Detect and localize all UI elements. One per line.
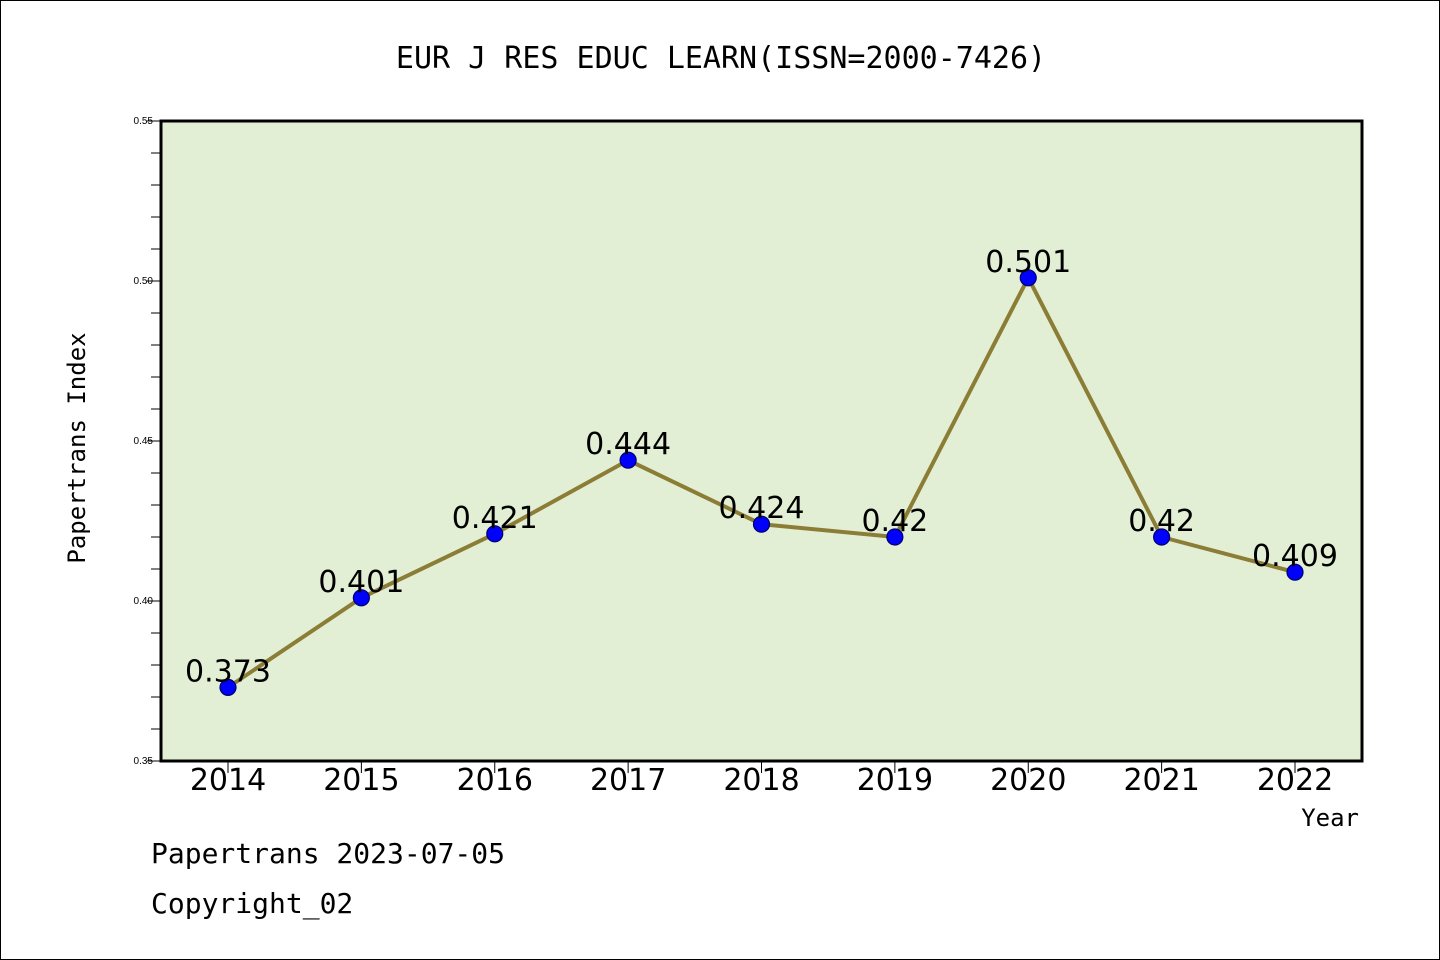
data-points <box>219 269 1304 697</box>
plot-frame <box>159 119 1364 763</box>
y-axis: 0.35 0.40 0.45 0.50 0.55 <box>134 116 161 767</box>
y-tick-label: 0.50 <box>134 276 154 287</box>
data-label: 0.42 <box>861 504 928 539</box>
chart-title: EUR J RES EDUC LEARN(ISSN=2000-7426) <box>396 41 1046 76</box>
footer-copyright: Copyright_02 <box>151 887 353 921</box>
data-label: 0.409 <box>1252 539 1338 574</box>
footer-source: Papertrans 2023-07-05 <box>151 837 505 870</box>
y-tick-label: 0.40 <box>134 596 154 607</box>
x-tick-label: 2016 <box>457 763 533 798</box>
data-point <box>1153 528 1171 546</box>
y-tick-label: 0.45 <box>134 436 154 447</box>
x-tick-label: 2021 <box>1123 763 1199 798</box>
data-labels: 0.373 0.401 0.421 0.444 0.424 0.42 0.501 0.42 0.… <box>185 245 1338 690</box>
data-label: 0.373 <box>185 654 271 689</box>
x-tick-label: 2022 <box>1257 763 1333 798</box>
data-label: 0.424 <box>719 491 805 526</box>
y-tick-label: 0.35 <box>134 756 154 767</box>
data-label: 0.501 <box>985 245 1071 280</box>
y-tick-label: 0.55 <box>134 116 154 127</box>
x-axis: 2014 2015 2016 2017 2018 2019 2020 2021 2022 <box>190 761 1333 798</box>
data-point <box>886 528 904 546</box>
data-point <box>1019 269 1037 287</box>
data-point <box>486 525 504 543</box>
x-tick-label: 2020 <box>990 763 1066 798</box>
x-tick-label: 2015 <box>323 763 399 798</box>
data-point <box>752 515 771 533</box>
data-point <box>352 589 370 607</box>
x-tick-label: 2019 <box>857 763 933 798</box>
data-point <box>1286 563 1304 581</box>
x-tick-label: 2017 <box>590 763 666 798</box>
x-tick-label: 2014 <box>190 763 266 798</box>
x-tick-label: 2018 <box>723 763 799 798</box>
data-label: 0.42 <box>1128 504 1195 539</box>
data-point <box>219 678 237 697</box>
data-point <box>619 451 637 469</box>
data-label: 0.401 <box>318 565 404 600</box>
data-label: 0.444 <box>585 427 671 462</box>
plot-area <box>161 121 1362 761</box>
y-axis-label: Papertrans Index <box>63 332 91 563</box>
x-axis-label: Year <box>1301 804 1359 832</box>
data-label: 0.421 <box>452 501 538 536</box>
